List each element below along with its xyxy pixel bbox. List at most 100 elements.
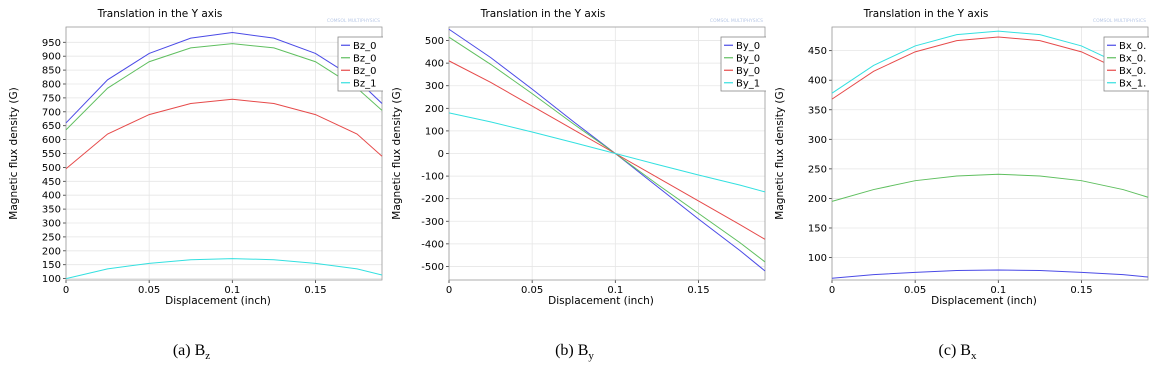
series-line [831,173,1149,202]
legend: Bx_0.Bx_0.Bx_0.Bx_1. [1103,36,1149,92]
y-tick-label: 400 [425,59,444,70]
caption-label: (c) B [938,342,971,359]
y-tick-label: 100 [808,253,827,264]
plot-frame [448,26,766,281]
y-tick-label: 600 [42,135,61,146]
legend-entry: Bx_0. [1119,41,1146,52]
x-tick-label: 0.05 [138,285,160,296]
y-tick-label: 700 [42,107,61,118]
series-line [65,258,383,280]
plot-frame [65,26,383,281]
x-tick-label: 0.15 [1070,285,1092,296]
plot-area [832,27,1148,280]
chart-panel-bx: Translation in the Y axis COMSOL MULTIPHY… [766,0,1149,385]
watermark-text: COMSOL MULTIPHYSICS [327,18,380,24]
y-tick-label: 200 [42,246,61,257]
y-tick-label: 650 [42,121,61,132]
y-tick-label: 300 [425,81,444,92]
y-axis-label: Magnetic flux density (G) [391,87,403,219]
grid-group [831,27,1148,280]
legend-entry: Bz_1 [353,78,376,89]
y-tick-label: 400 [42,191,61,202]
y-tick-label: 200 [808,194,827,205]
y-tick-label: -500 [421,262,444,273]
y-tick-label: 850 [42,66,61,77]
caption-bz: (a) Bz [0,342,383,362]
legend-entry: By_1 [736,78,760,89]
chart-title: Translation in the Y axis [97,8,223,20]
chart-bx: Translation in the Y axis COMSOL MULTIPHY… [774,8,1149,307]
x-tick-label: 0.05 [904,285,926,296]
series-line [65,98,383,170]
x-tick-label: 0.1 [607,285,623,296]
y-tick-label: 300 [42,219,61,230]
caption-by: (b) By [383,342,766,362]
series-line [448,112,766,193]
y-axis-label: Magnetic flux density (G) [774,87,786,219]
y-tick-label: 250 [808,164,827,175]
y-tick-label: -100 [421,172,444,183]
legend-entry: Bx_0. [1119,53,1146,64]
y-tick-label: 750 [42,93,61,104]
legend-entry: By_0 [736,66,760,77]
legend-box [337,36,383,92]
caption-bx: (c) Bx [766,342,1149,362]
x-tick-label: 0.15 [304,285,326,296]
y-tick-label: 950 [42,38,61,49]
x-tick-label: 0.1 [990,285,1006,296]
x-tick-label: 0.1 [224,285,240,296]
caption-subscript: y [588,350,594,363]
chart-by: Translation in the Y axis COMSOL MULTIPHY… [391,8,766,307]
legend: By_0By_0By_0By_1 [720,36,766,92]
chart-panel-bz: Translation in the Y axis COMSOL MULTIPHY… [0,0,383,385]
y-tick-label: 400 [808,76,827,87]
legend-box [720,36,766,92]
y-tick-label: 900 [42,52,61,63]
watermark-text: COMSOL MULTIPHYSICS [1093,18,1146,24]
legend-box [1103,36,1149,92]
legend-entry: Bz_0 [353,53,376,64]
y-tick-label: 800 [42,79,61,90]
x-axis-label: Displacement (inch) [548,295,654,307]
y-tick-label: 0 [438,149,444,160]
y-axis-label: Magnetic flux density (G) [8,87,20,219]
y-tick-label: 250 [42,232,61,243]
y-tick-label: 350 [42,205,61,216]
y-tick-label: 300 [808,135,827,146]
x-tick-label: 0.05 [521,285,543,296]
legend: Bz_0Bz_0Bz_0Bz_1 [337,36,383,92]
chart-bz: Translation in the Y axis COMSOL MULTIPHY… [8,8,383,307]
chart-panel-by: Translation in the Y axis COMSOL MULTIPHY… [383,0,766,385]
x-tick-label: 0 [829,285,835,296]
grid-group [65,27,382,280]
y-tick-label: -200 [421,194,444,205]
legend-entry: Bz_0 [353,41,376,52]
y-tick-label: 450 [42,177,61,188]
y-tick-label: -300 [421,217,444,228]
watermark-text: COMSOL MULTIPHYSICS [710,18,763,24]
y-tick-label: 150 [808,223,827,234]
y-tick-label: 450 [808,46,827,57]
y-tick-label: -400 [421,239,444,250]
plot-frame [831,26,1149,281]
y-tick-label: 500 [425,36,444,47]
grid-group [448,27,765,280]
caption-label: (a) B [172,342,206,359]
y-tick-label: 350 [808,105,827,116]
x-axis-label: Displacement (inch) [165,295,271,307]
y-tick-label: 200 [425,104,444,115]
y-tick-label: 500 [42,163,61,174]
chart-title: Translation in the Y axis [480,8,606,20]
x-axis-label: Displacement (inch) [931,295,1037,307]
series-line [831,269,1149,279]
legend-entry: By_0 [736,53,760,64]
x-tick-label: 0 [63,285,69,296]
legend-entry: Bz_0 [353,66,376,77]
legend-entry: Bx_0. [1119,66,1146,77]
legend-entry: By_0 [736,41,760,52]
y-tick-label: 100 [42,274,61,285]
legend-entry: Bx_1. [1119,78,1146,89]
caption-subscript: x [970,350,977,363]
y-tick-label: 150 [42,260,61,271]
x-tick-label: 0 [446,285,452,296]
